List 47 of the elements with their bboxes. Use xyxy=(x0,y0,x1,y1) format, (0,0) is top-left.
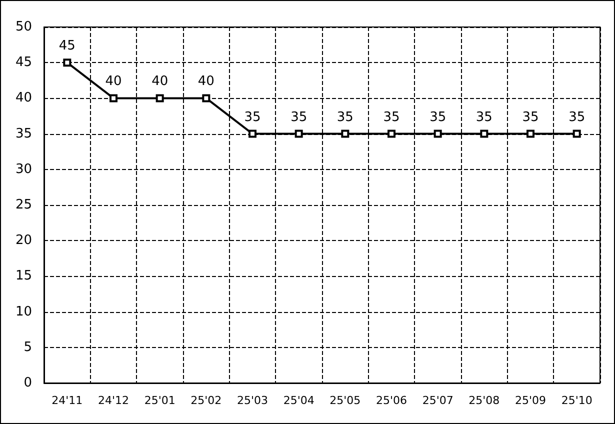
y-tick-label: 10 xyxy=(15,304,32,320)
point xyxy=(202,94,210,102)
point xyxy=(572,130,581,138)
data-label: 40 xyxy=(198,74,214,90)
y-tick-label: 25 xyxy=(15,198,32,212)
point xyxy=(156,94,164,102)
data-label: 35 xyxy=(476,110,492,125)
point xyxy=(341,130,350,138)
point xyxy=(388,130,396,138)
point xyxy=(526,130,534,138)
y-tick-label: 45 xyxy=(15,55,32,70)
data-label: 35 xyxy=(568,110,586,125)
x-tick-label: 25'09 xyxy=(514,394,546,407)
data-label: 40 xyxy=(105,74,122,90)
data-label: 35 xyxy=(336,110,354,125)
x-tick-label: 25'03 xyxy=(236,394,268,407)
x-tick-label: 25'05 xyxy=(330,394,361,407)
x-tick-label: 24'12 xyxy=(98,394,130,407)
y-tick-label: 50 xyxy=(15,20,32,34)
data-label: 40 xyxy=(152,74,168,90)
x-tick-label: 25'07 xyxy=(422,394,454,407)
x-tick-label: 25'02 xyxy=(190,394,222,407)
data-label: 35 xyxy=(383,110,400,125)
y-tick-label: 30 xyxy=(15,162,32,177)
x-tick-label: 25'06 xyxy=(376,394,408,407)
x-tick-label: 25'04 xyxy=(283,394,314,407)
x-tick-label: 25'01 xyxy=(144,394,176,407)
point xyxy=(110,94,118,102)
y-tick-label: 5 xyxy=(24,340,32,355)
point xyxy=(480,130,488,138)
data-label: 35 xyxy=(290,110,308,125)
data-label: 45 xyxy=(58,38,76,54)
point xyxy=(63,58,72,67)
x-tick-label: 25'08 xyxy=(468,394,500,407)
data-label: 35 xyxy=(522,110,539,125)
point xyxy=(294,130,303,138)
point xyxy=(434,130,442,138)
y-tick-label: 35 xyxy=(15,126,32,142)
data-label: 35 xyxy=(430,110,446,125)
x-tick-label: 24'11 xyxy=(52,394,83,407)
data-label: 35 xyxy=(244,110,261,125)
y-tick-label: 40 xyxy=(15,90,32,106)
y-tick-label: 15 xyxy=(15,268,32,284)
x-tick-label: 25'10 xyxy=(561,394,592,407)
point xyxy=(248,130,256,138)
y-tick-label: 0 xyxy=(24,376,32,390)
y-tick-label: 20 xyxy=(15,233,32,248)
